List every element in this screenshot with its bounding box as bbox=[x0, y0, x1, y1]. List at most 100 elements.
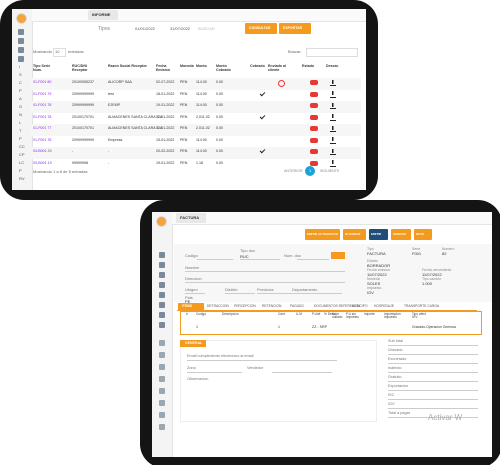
sidebar-item[interactable]: CP bbox=[19, 152, 25, 157]
sidebar-item[interactable]: RV bbox=[19, 176, 25, 181]
button[interactable] bbox=[245, 23, 277, 34]
field-label: Direccion bbox=[185, 276, 202, 281]
download-icon[interactable] bbox=[330, 113, 336, 121]
field-input[interactable] bbox=[388, 372, 478, 373]
button[interactable] bbox=[369, 229, 388, 240]
field-input[interactable] bbox=[292, 293, 342, 294]
button[interactable] bbox=[414, 229, 432, 240]
check-icon bbox=[259, 90, 266, 96]
field-input[interactable] bbox=[185, 271, 345, 272]
tab-item[interactable]: DETRACCION bbox=[207, 304, 229, 308]
status-pill[interactable] bbox=[310, 160, 318, 166]
table-cell: 02-07-2022 bbox=[156, 80, 175, 84]
download-icon[interactable] bbox=[330, 159, 336, 167]
doc-label: Fecha vencimiento bbox=[422, 268, 452, 272]
table-cell: EJEMP. bbox=[108, 103, 121, 107]
sidebar-icon bbox=[159, 292, 165, 298]
field-input[interactable] bbox=[185, 293, 205, 294]
download-icon[interactable] bbox=[330, 125, 336, 132]
download-icon[interactable] bbox=[330, 102, 336, 109]
sidebar-item[interactable]: A bbox=[19, 96, 22, 101]
field-input[interactable] bbox=[388, 417, 478, 418]
sidebar-item[interactable]: G bbox=[19, 104, 23, 109]
tab-item[interactable]: RETENCION bbox=[262, 304, 282, 308]
field-input[interactable] bbox=[197, 259, 233, 260]
search-box[interactable] bbox=[306, 48, 358, 57]
field-input[interactable] bbox=[388, 408, 478, 409]
field-input[interactable] bbox=[185, 282, 345, 283]
general-panel bbox=[180, 340, 377, 422]
tab-item[interactable]: TRANSPORTE CARGA bbox=[404, 304, 440, 308]
field-input[interactable] bbox=[187, 372, 242, 373]
table-cell: 0.00 bbox=[216, 103, 223, 107]
sidebar-item[interactable]: C bbox=[19, 80, 22, 85]
tab-item[interactable]: ANTICIPO bbox=[352, 304, 368, 308]
sidebar-item[interactable]: LC bbox=[19, 160, 25, 165]
button[interactable] bbox=[343, 229, 366, 240]
tab-item[interactable]: PERCEPCION bbox=[234, 304, 256, 308]
field-input[interactable] bbox=[225, 293, 255, 294]
download-icon[interactable] bbox=[330, 79, 336, 86]
status-pill[interactable] bbox=[310, 80, 318, 85]
tab-item[interactable]: ITEMS bbox=[182, 304, 193, 308]
sidebar-item[interactable]: T bbox=[19, 128, 22, 133]
table-cell: 01-F001 77 bbox=[33, 126, 52, 130]
sidebar-item[interactable]: CC bbox=[19, 144, 25, 149]
table-cell: 114.00 bbox=[196, 80, 207, 84]
table-cell: 0.00 bbox=[216, 160, 223, 165]
field-input[interactable] bbox=[297, 259, 329, 260]
entries-select[interactable] bbox=[53, 48, 66, 57]
sidebar-item[interactable]: N bbox=[19, 112, 22, 117]
field-input[interactable] bbox=[388, 363, 478, 364]
sidebar-item[interactable]: P bbox=[19, 136, 22, 141]
field-input[interactable] bbox=[187, 360, 337, 361]
button[interactable] bbox=[279, 23, 311, 34]
sidebar-item[interactable]: I bbox=[19, 64, 21, 69]
pager-current[interactable]: 1 bbox=[309, 168, 312, 173]
field-label: Ubigeo bbox=[185, 287, 198, 292]
table-cell: 1.18 bbox=[196, 160, 203, 165]
status-pill[interactable] bbox=[310, 126, 318, 131]
sidebar-item[interactable]: L bbox=[19, 120, 22, 125]
download-icon[interactable] bbox=[330, 148, 336, 155]
pager-next[interactable]: SIGUIENTE bbox=[320, 169, 340, 173]
field-input[interactable] bbox=[240, 259, 280, 260]
table-cell: 03-B001 20 bbox=[33, 149, 52, 153]
search-button[interactable] bbox=[331, 252, 345, 259]
doc-label: Moneda bbox=[367, 277, 380, 281]
item-header: U.M bbox=[296, 312, 302, 316]
download-icon[interactable] bbox=[330, 90, 336, 98]
status-pill[interactable] bbox=[310, 114, 318, 120]
download-icon[interactable] bbox=[330, 136, 336, 144]
sidebar-item[interactable]: S bbox=[19, 72, 22, 77]
status-pill[interactable] bbox=[310, 103, 318, 108]
field-input[interactable] bbox=[388, 381, 478, 382]
field-input[interactable] bbox=[388, 345, 478, 346]
item-header: % Desc bbox=[324, 312, 335, 316]
tab-active bbox=[178, 303, 204, 310]
status-pill[interactable] bbox=[310, 91, 318, 97]
pager-prev[interactable]: ANTERIOR bbox=[284, 169, 303, 173]
field-input[interactable] bbox=[388, 354, 478, 355]
field-input[interactable] bbox=[388, 390, 478, 391]
field-input[interactable] bbox=[257, 293, 292, 294]
pager-current-bg bbox=[305, 166, 315, 176]
field-input[interactable] bbox=[272, 372, 332, 373]
table-cell: Empresa bbox=[108, 137, 123, 142]
button[interactable] bbox=[391, 229, 411, 240]
tab-item[interactable]: HOSPEDAJE bbox=[374, 304, 394, 308]
general-tab bbox=[180, 340, 206, 347]
column-header: Moneda bbox=[180, 64, 194, 68]
button[interactable] bbox=[305, 229, 340, 240]
field-label: Pais bbox=[185, 295, 193, 300]
table-cell: 20-02-2022 bbox=[156, 149, 175, 153]
sidebar-icon bbox=[159, 322, 165, 328]
field-input[interactable] bbox=[388, 399, 478, 400]
tab-item[interactable]: PAGADO bbox=[290, 304, 304, 308]
status-pill[interactable] bbox=[310, 149, 318, 154]
tab-item[interactable]: DOCUMENTOS REFERENCIA bbox=[314, 304, 360, 308]
sidebar-item[interactable]: P bbox=[19, 168, 22, 173]
sidebar-item[interactable]: P bbox=[19, 88, 22, 93]
status-pill[interactable] bbox=[310, 137, 318, 143]
table-cell: PEN bbox=[180, 126, 188, 130]
